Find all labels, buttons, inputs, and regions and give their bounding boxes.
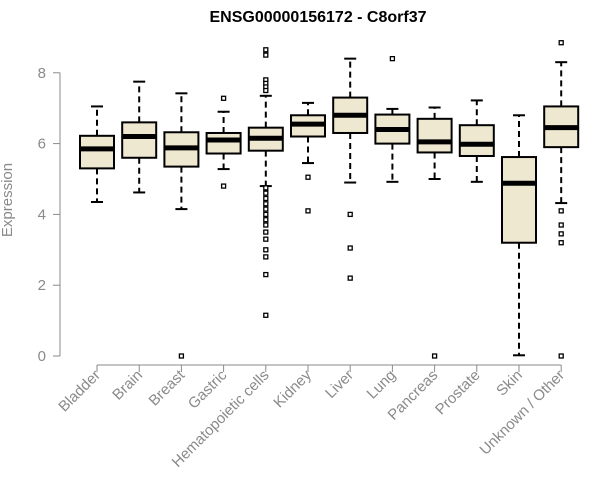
outlier-point <box>347 211 353 218</box>
box-skin <box>501 114 537 357</box>
box-liver <box>332 57 369 281</box>
box-unknown-other <box>543 40 580 359</box>
y-axis-label: Expression <box>0 163 16 237</box>
outlier-point <box>263 190 269 196</box>
iqr-box <box>121 121 158 159</box>
box-hematopoietic-cells <box>247 47 284 318</box>
outlier-point <box>263 206 269 212</box>
outlier-point <box>263 254 269 260</box>
outlier-point <box>263 185 269 191</box>
iqr-box <box>205 131 242 155</box>
outlier-point <box>389 55 396 62</box>
y-tick-label: 6 <box>38 136 46 153</box>
iqr-box <box>416 117 453 154</box>
chart-title: ENSG00000156172 - C8orf37 <box>209 9 426 26</box>
outlier-point <box>347 275 353 281</box>
x-tick-label: Liver <box>322 367 357 402</box>
x-tick-label: Lung <box>364 367 400 403</box>
y-tick-label: 0 <box>38 348 46 365</box>
box-pancreas <box>416 106 453 359</box>
iqr-box <box>79 134 115 170</box>
outlier-point <box>558 353 564 359</box>
x-tick-label: Breast <box>146 366 189 409</box>
outlier-point <box>263 222 269 228</box>
outlier-point <box>263 229 269 235</box>
outlier-point <box>431 353 438 359</box>
y-axis: 0 2 4 6 8 <box>38 65 61 365</box>
outlier-point <box>558 240 564 246</box>
outlier-point <box>558 208 564 214</box>
box-gastric <box>205 95 242 189</box>
box-bladder <box>79 105 115 204</box>
outlier-point <box>263 47 269 53</box>
outlier-point <box>558 40 564 46</box>
outlier-point <box>263 211 269 218</box>
outlier-point <box>558 231 564 237</box>
x-tick-label: Prostate <box>432 367 484 419</box>
iqr-box <box>458 124 495 157</box>
box-lung <box>374 55 411 183</box>
outlier-point <box>263 52 269 58</box>
outlier-point <box>220 183 227 189</box>
outlier-point <box>220 95 227 101</box>
box-brain <box>121 80 158 194</box>
box-breast <box>163 92 200 359</box>
box-kidney <box>290 101 326 214</box>
outlier-point <box>263 87 269 94</box>
outlier-point <box>263 217 269 223</box>
x-tick-label: Brain <box>109 367 146 404</box>
outlier-point <box>263 312 269 318</box>
outlier-point <box>263 271 269 278</box>
outlier-point <box>347 245 353 251</box>
outlier-point <box>263 236 269 242</box>
y-tick-label: 4 <box>38 206 46 223</box>
box-prostate <box>458 99 495 183</box>
y-tick-label: 8 <box>38 65 46 82</box>
iqr-box <box>501 156 537 244</box>
outlier-point <box>263 195 269 202</box>
x-tick-label: Skin <box>493 367 526 400</box>
boxes-group <box>79 40 580 359</box>
x-tick-label: Kidney <box>270 366 315 411</box>
y-tick-label: 2 <box>38 277 46 294</box>
outlier-point <box>305 208 311 214</box>
outlier-point <box>263 247 269 253</box>
x-tick-label: Bladder <box>55 367 104 416</box>
outlier-point <box>263 201 269 207</box>
outlier-point <box>558 222 564 228</box>
outlier-point <box>178 353 185 359</box>
outlier-point <box>305 174 311 180</box>
